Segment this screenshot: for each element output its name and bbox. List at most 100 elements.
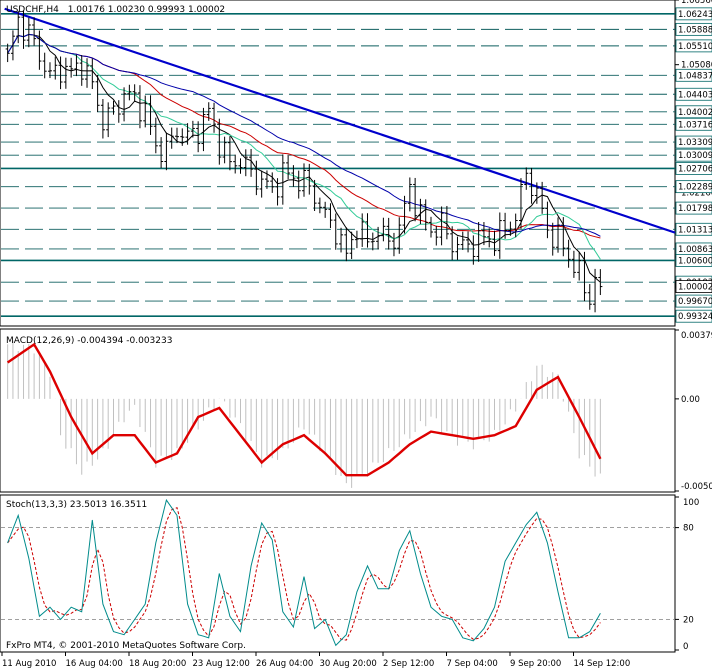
price-bar	[106, 102, 111, 138]
stoch-k-line	[7, 498, 601, 647]
macd-axis: 0.00379 0.00 -0.00507	[675, 329, 712, 492]
level-tag	[675, 294, 712, 308]
moving-average-line	[7, 33, 601, 237]
price-bar	[196, 121, 201, 153]
price-bar	[32, 17, 37, 46]
level-tag-label: 1.04403	[678, 90, 712, 100]
price-bar	[238, 158, 243, 174]
price-bar	[333, 213, 338, 250]
level-tag-label: 1.04002	[678, 108, 712, 118]
price-bar	[418, 198, 423, 225]
time-axis: 11 Aug 2010 16 Aug 04:00 18 Aug 20:00 23 Au…	[1, 652, 630, 669]
price-bar	[587, 284, 592, 310]
price-bar	[561, 217, 566, 257]
price-bar	[566, 239, 571, 268]
price-bar	[174, 127, 179, 144]
price-bar	[143, 95, 148, 128]
price-bar	[10, 30, 15, 61]
price-bar	[217, 118, 222, 165]
price-bar	[397, 217, 402, 254]
price-bar	[312, 179, 317, 212]
price-bar	[471, 235, 476, 265]
price-bar	[450, 226, 455, 261]
price-bar	[455, 236, 460, 260]
price-bar	[529, 167, 534, 204]
price-bar	[593, 268, 598, 313]
price-bar	[164, 132, 169, 171]
price-bar	[122, 87, 127, 122]
price-bar	[270, 172, 275, 193]
price-bar	[159, 137, 164, 168]
price-bar	[434, 225, 439, 246]
level-tag	[675, 162, 712, 175]
macd-axis-label: -0.00507	[681, 482, 712, 492]
horizontal-levels	[1, 13, 675, 318]
level-tag-label: 1.03009	[678, 151, 712, 161]
price-bar	[556, 217, 561, 253]
price-bar	[206, 102, 211, 121]
level-tag-label: 1.02706	[678, 164, 712, 174]
price-bar	[476, 222, 481, 262]
level-tag	[675, 68, 712, 82]
time-axis-label: 7 Sep 04:00	[447, 659, 498, 669]
level-tag-label: 1.00600	[678, 256, 712, 266]
stoch-panel-frame	[0, 494, 676, 653]
price-bar	[180, 128, 185, 146]
level-tag	[675, 117, 712, 131]
price-bar	[439, 206, 444, 246]
price-bar	[360, 213, 365, 247]
price-bar	[307, 163, 312, 195]
last-price-label: 1.00002	[678, 283, 712, 293]
level-tag-label: 1.03309	[678, 138, 712, 148]
price-bar	[69, 57, 74, 78]
trendline	[4, 7, 676, 234]
price-bar	[53, 56, 58, 80]
level-tag	[675, 105, 712, 119]
price-bar	[545, 201, 550, 239]
level-tag-label: 1.05510	[678, 42, 712, 52]
price-bar	[402, 195, 407, 234]
price-bar	[127, 84, 132, 101]
price-bar	[222, 136, 227, 164]
macd-axis-label: 0.00	[681, 395, 700, 405]
price-bar	[254, 160, 259, 196]
price-bar	[524, 167, 529, 190]
time-axis-label: 9 Sep 20:00	[510, 659, 561, 669]
level-tag-label: 1.01313	[678, 225, 712, 235]
time-axis-label: 11 Aug 2010	[2, 659, 56, 669]
price-bar	[185, 123, 190, 145]
level-tag-label: 1.05888	[678, 25, 712, 35]
price-bar	[460, 231, 465, 250]
time-axis-label: 18 Aug 20:00	[129, 659, 186, 669]
price-bar	[249, 148, 254, 177]
price-panel-frame	[0, 0, 676, 327]
price-bar	[21, 10, 26, 49]
level-tag-label: 1.01798	[678, 204, 712, 214]
ohlc-bars	[5, 10, 603, 313]
stoch-axis: 100 80 20 0	[675, 496, 699, 652]
price-bar	[190, 120, 195, 138]
price-bar	[503, 212, 508, 239]
price-bar	[243, 149, 248, 177]
price-bar	[429, 216, 434, 238]
level-tag	[675, 148, 712, 162]
time-axis-label: 23 Aug 12:00	[193, 659, 250, 669]
level-tag	[675, 39, 712, 53]
stoch-axis-label: 0	[683, 642, 688, 652]
price-bar	[466, 231, 471, 253]
price-axis-label: 1.06560	[681, 0, 712, 6]
price-bar	[508, 221, 513, 236]
price-axis-label: 1.05080	[681, 61, 712, 71]
price-bar	[148, 95, 153, 135]
stoch-d-line	[7, 507, 601, 641]
price-bar	[344, 227, 349, 262]
price-bar	[328, 203, 333, 229]
price-bar	[259, 170, 264, 198]
price-bar	[201, 107, 206, 152]
price-bar	[534, 182, 539, 204]
level-tag-label: 1.00863	[678, 245, 712, 255]
price-bar	[100, 99, 105, 139]
price-bar	[354, 230, 359, 249]
time-axis-label: 16 Aug 04:00	[66, 659, 123, 669]
stoch-header: Stoch(13,3,3) 23.5013 16.3511	[6, 500, 147, 510]
